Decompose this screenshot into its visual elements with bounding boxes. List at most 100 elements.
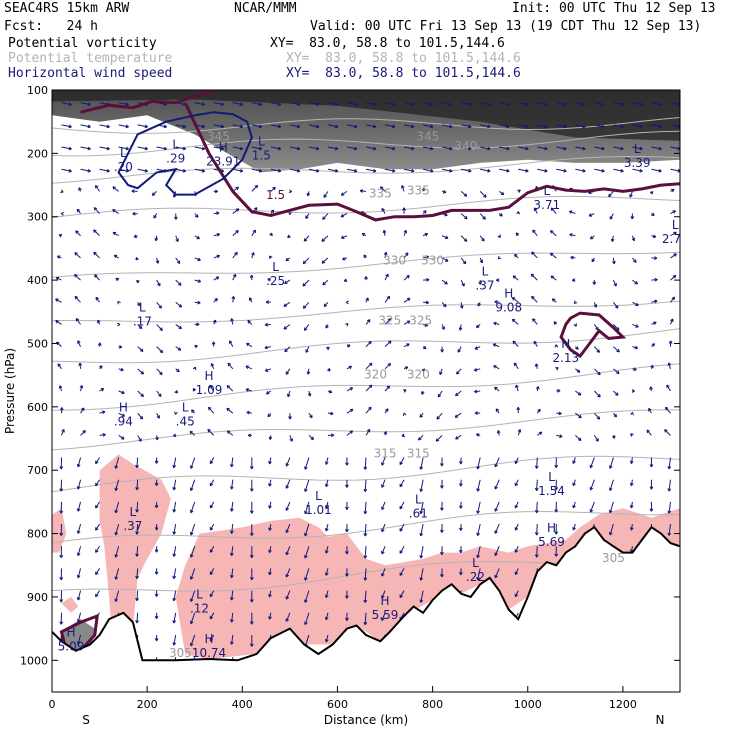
wind-vector <box>518 168 529 172</box>
theta-label: 320 <box>407 367 430 381</box>
wind-vector-head <box>173 433 177 438</box>
extremum-mark: L <box>543 184 550 198</box>
wind-vector-head <box>651 212 655 216</box>
wind-vector <box>302 279 310 287</box>
wind-vector-head <box>189 642 194 647</box>
wind-vector-head <box>514 593 519 598</box>
wind-vector-head <box>158 305 162 309</box>
wind-vector-head <box>493 365 497 369</box>
wind-vector-head <box>95 549 99 553</box>
extremum-value: .25 <box>266 274 285 288</box>
legend-pv-xy: XY= 83.0, 58.8 to 101.5,144.6 <box>270 36 505 51</box>
wind-vector-head <box>304 555 308 559</box>
wind-vector-head <box>139 348 144 352</box>
wind-vector <box>632 324 639 328</box>
wind-vector-head <box>620 124 624 129</box>
wind-vector-head <box>588 213 593 217</box>
wind-vector <box>399 546 405 554</box>
wind-vector <box>480 102 491 106</box>
wind-vector <box>209 546 215 553</box>
wind-vector-head <box>381 207 385 212</box>
y-tick-label: 800 <box>27 528 48 541</box>
wind-vector-head <box>182 124 187 129</box>
wind-vector <box>95 501 100 509</box>
y-axis-label: Pressure (hPa) <box>3 348 17 434</box>
wind-vector <box>190 523 196 536</box>
wind-vector-head <box>114 554 119 558</box>
wind-vector-head <box>194 344 198 349</box>
wind-vector <box>364 501 367 514</box>
wind-vector-head <box>363 599 368 603</box>
wind-vector <box>194 102 205 106</box>
wind-vector-head <box>303 238 308 242</box>
wind-vector <box>136 524 139 535</box>
wind-vector-head <box>345 506 349 510</box>
wind-vector <box>173 479 177 491</box>
wind-vector-head <box>76 508 81 512</box>
extremum-mark: L <box>672 218 679 232</box>
wind-vector <box>173 634 177 646</box>
wind-vector-head <box>435 438 440 442</box>
wind-vector-head <box>159 371 163 376</box>
wind-vector-head <box>340 213 344 218</box>
wind-vector <box>668 457 671 470</box>
wind-vector-head <box>247 320 251 324</box>
wind-vector <box>213 102 224 106</box>
wind-vector <box>575 102 586 106</box>
wind-vector <box>302 257 310 264</box>
x-tick-label: 600 <box>327 698 348 711</box>
wind-vector <box>285 457 291 467</box>
theta-contour <box>52 409 680 451</box>
wind-vector-head <box>265 391 270 395</box>
wind-vector-head <box>100 388 105 392</box>
init-time: Init: 00 UTC Thu 12 Sep 13 <box>512 1 716 16</box>
wind-vector <box>515 384 519 392</box>
wind-vector-head <box>537 408 541 413</box>
wind-vector-head <box>304 532 308 537</box>
wind-vector-head <box>582 124 586 129</box>
wind-vector-head <box>406 343 410 347</box>
wind-vector <box>190 590 196 602</box>
wind-vector-head <box>325 325 329 329</box>
wind-vector-head <box>440 349 444 353</box>
wind-vector-head <box>78 187 82 191</box>
wind-vector <box>269 457 272 465</box>
wind-vector-head <box>399 572 403 576</box>
wind-vector-head <box>95 482 99 487</box>
wind-vector <box>80 430 86 436</box>
wind-vector <box>190 568 196 580</box>
theta-label: 340 <box>454 139 477 153</box>
extremum-mark: L <box>182 401 189 415</box>
wind-vector <box>304 479 310 492</box>
wind-vector-head <box>425 300 429 305</box>
wind-vector <box>590 457 595 469</box>
wind-vector-head <box>535 386 540 390</box>
wind-vector-head <box>677 102 680 107</box>
wind-vector-head <box>440 574 444 578</box>
wind-vector <box>381 546 386 555</box>
extremum-mark: L <box>139 300 146 314</box>
wind-vector-head <box>476 488 480 492</box>
wind-vector-head <box>667 466 672 470</box>
wind-vector <box>95 457 100 464</box>
wind-vector-head <box>138 325 143 330</box>
wind-vector <box>61 429 65 436</box>
wind-vector-head <box>304 577 308 581</box>
wind-vector <box>118 124 129 128</box>
wind-vector-head <box>154 638 159 642</box>
plot-area: 345 345 340 335 335 330 330 325 325 320 320 315 315 3… <box>52 90 680 692</box>
wind-vector-head <box>283 326 288 330</box>
wind-vector <box>325 634 329 643</box>
wind-vector-head <box>506 168 510 173</box>
wind-vector-head <box>474 346 479 350</box>
wind-vector-head <box>513 362 518 367</box>
wind-vector-head <box>633 367 637 372</box>
wind-vector <box>493 343 500 348</box>
wind-vector <box>115 590 120 602</box>
wind-vector-head <box>499 213 503 217</box>
wind-vector-head <box>305 215 309 220</box>
wind-vector-head <box>473 389 478 394</box>
wind-vector-head <box>74 295 79 300</box>
wind-vector <box>536 546 538 558</box>
